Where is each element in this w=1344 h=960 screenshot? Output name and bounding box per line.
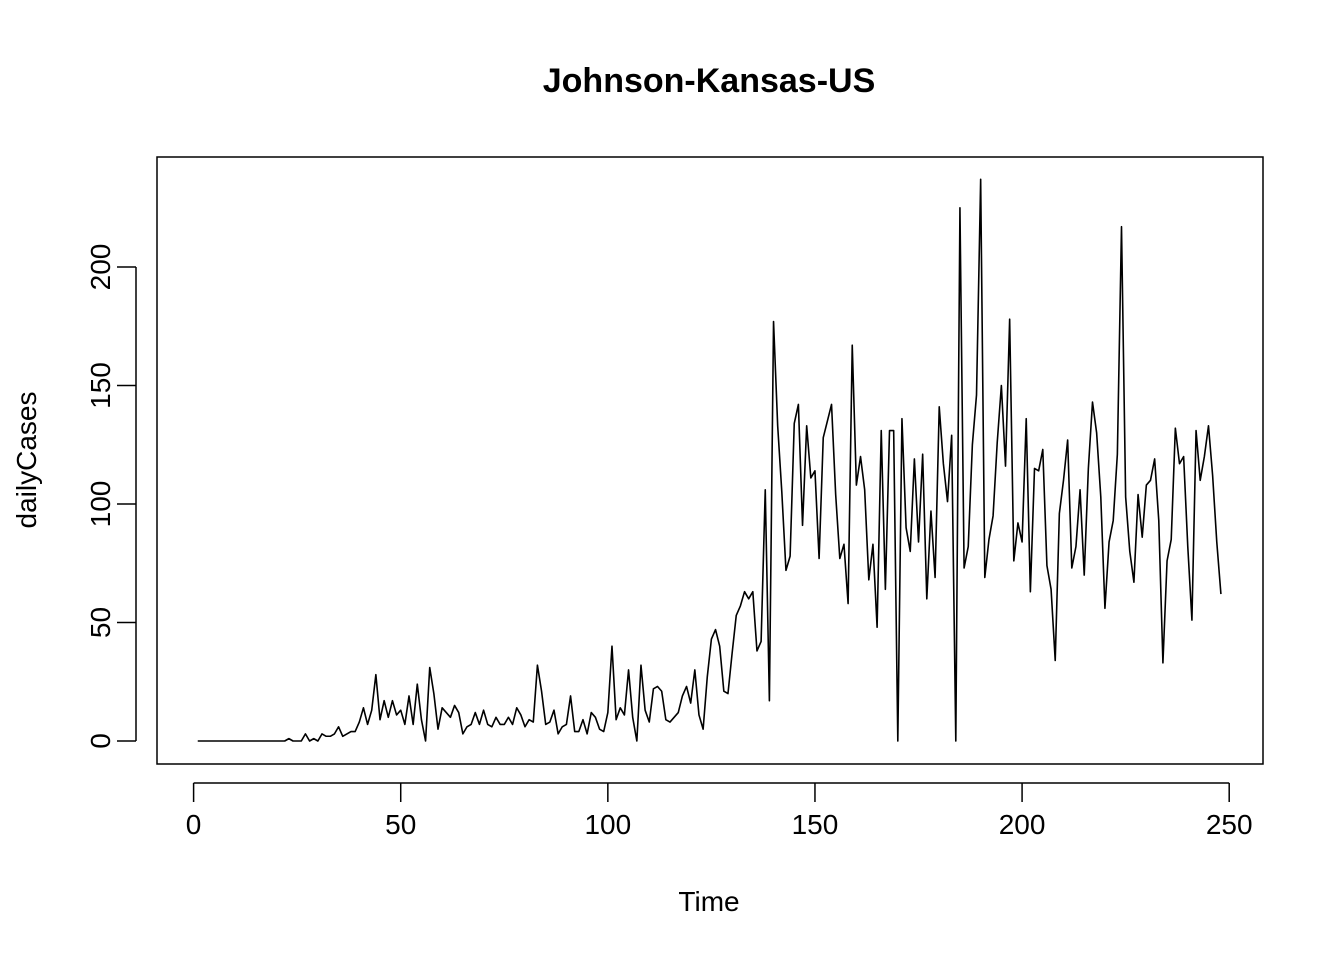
y-tick-label: 50 (85, 607, 116, 638)
x-axis-label: Time (678, 886, 739, 917)
y-tick-label: 200 (85, 244, 116, 291)
x-tick-label: 100 (584, 809, 631, 840)
y-axis-label: dailyCases (11, 392, 42, 529)
y-axis: 0 50 100 150 200 (85, 244, 137, 749)
x-tick-label: 200 (999, 809, 1046, 840)
x-tick-label: 0 (186, 809, 202, 840)
daily-cases-line (197, 178, 1222, 742)
y-tick-label: 150 (85, 362, 116, 409)
x-axis: 0 50 100 150 200 250 (186, 782, 1253, 840)
x-tick-label: 250 (1206, 809, 1253, 840)
y-tick-label: 0 (85, 733, 116, 749)
plot-frame (156, 156, 1264, 765)
y-tick-label: 100 (85, 481, 116, 528)
chart-title: Johnson-Kansas-US (543, 62, 876, 100)
x-tick-label: 50 (385, 809, 416, 840)
x-tick-label: 150 (792, 809, 839, 840)
